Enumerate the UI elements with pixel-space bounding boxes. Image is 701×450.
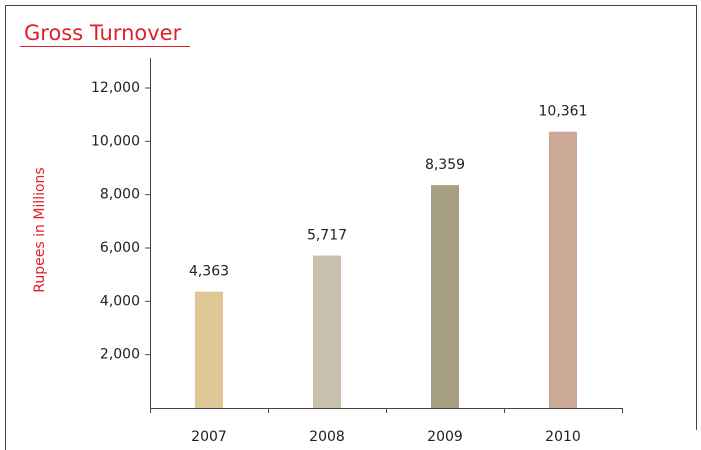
data-label: 5,717	[307, 228, 347, 244]
x-tick-label: 2008	[309, 429, 345, 445]
x-tick-label: 2010	[545, 429, 581, 445]
bar	[431, 185, 459, 408]
y-tick-label: 12,000	[91, 80, 140, 96]
y-tick-label: 10,000	[91, 133, 140, 149]
data-label: 4,363	[189, 264, 229, 280]
data-label: 8,359	[425, 157, 465, 173]
x-tick-label: 2007	[191, 429, 227, 445]
x-tick-label: 2009	[427, 429, 463, 445]
bar	[313, 255, 341, 408]
y-axis-label: Rupees in Millions	[32, 167, 48, 292]
bar	[549, 131, 577, 408]
y-tick-label: 8,000	[100, 187, 140, 203]
chart-title: Gross Turnover	[24, 21, 182, 45]
y-tick-label: 6,000	[100, 240, 140, 256]
bar	[195, 291, 223, 408]
y-tick-label: 4,000	[100, 293, 140, 309]
data-label: 10,361	[539, 104, 588, 120]
y-tick-label: 2,000	[100, 347, 140, 363]
